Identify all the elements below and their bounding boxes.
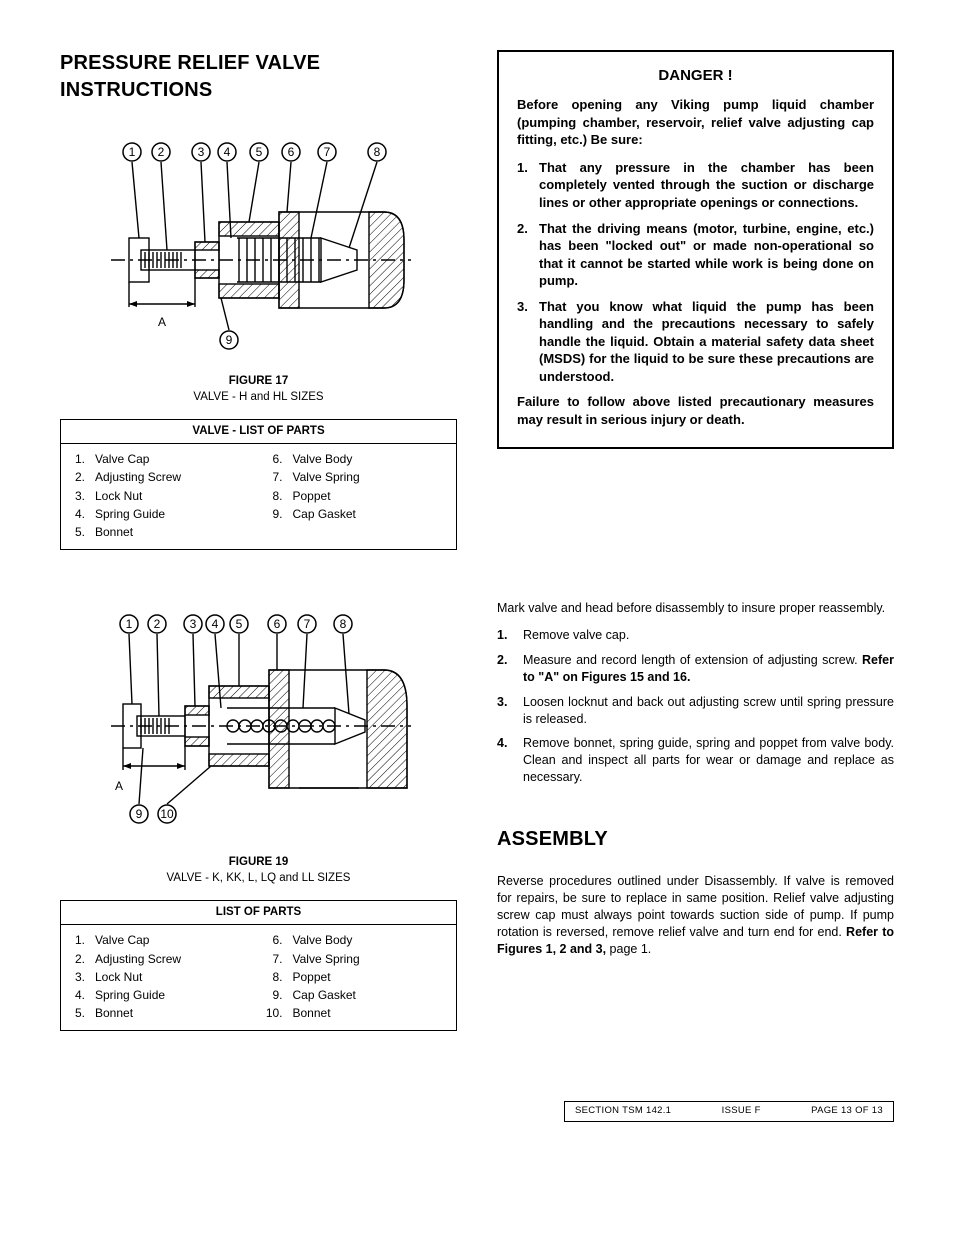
footer-issue: ISSUE F <box>722 1105 761 1118</box>
parts-table-17: VALVE - LIST OF PARTS 1.Valve Cap 2.Adju… <box>60 419 457 550</box>
svg-text:6: 6 <box>287 145 294 159</box>
svg-text:4: 4 <box>211 617 218 631</box>
danger-item: 2.That the driving means (motor, turbine… <box>517 220 874 290</box>
svg-text:2: 2 <box>153 617 160 631</box>
footer-page: PAGE 13 OF 13 <box>811 1105 883 1118</box>
danger-footer: Failure to follow above listed precautio… <box>517 393 874 428</box>
figure-19-label: FIGURE 19 <box>60 854 457 870</box>
svg-text:8: 8 <box>373 145 380 159</box>
svg-text:7: 7 <box>323 145 330 159</box>
figure-17-label: FIGURE 17 <box>60 373 457 389</box>
disassembly-intro: Mark valve and head before disassembly t… <box>497 600 894 617</box>
svg-text:4: 4 <box>223 145 230 159</box>
svg-text:3: 3 <box>189 617 196 631</box>
svg-text:10: 10 <box>160 807 174 821</box>
svg-text:3: 3 <box>197 145 204 159</box>
svg-text:1: 1 <box>125 617 132 631</box>
figure-17-caption: VALVE - H and HL SIZES <box>193 391 323 403</box>
svg-text:8: 8 <box>339 617 346 631</box>
figure-17-diagram: A 1 2 3 4 5 6 7 8 9 <box>99 132 419 352</box>
figure-19-diagram: A 1 2 3 4 5 6 7 8 9 10 <box>99 608 419 833</box>
svg-text:5: 5 <box>235 617 242 631</box>
danger-title: DANGER ! <box>517 66 874 86</box>
svg-text:1: 1 <box>128 145 135 159</box>
step-item: 2.Measure and record length of extension… <box>497 652 894 686</box>
danger-item: 1.That any pressure in the chamber has b… <box>517 159 874 212</box>
figure-19: A 1 2 3 4 5 6 7 8 9 10 <box>60 600 457 886</box>
svg-text:6: 6 <box>273 617 280 631</box>
disassembly-steps: 1.Remove valve cap. 2.Measure and record… <box>497 627 894 786</box>
parts-table-19: LIST OF PARTS 1.Valve Cap 2.Adjusting Sc… <box>60 900 457 1031</box>
page-footer: SECTION TSM 142.1 ISSUE F PAGE 13 OF 13 <box>564 1101 894 1122</box>
step-item: 4.Remove bonnet, spring guide, spring an… <box>497 735 894 786</box>
step-item: 3.Loosen locknut and back out adjusting … <box>497 694 894 728</box>
parts-19-title: LIST OF PARTS <box>61 901 456 926</box>
danger-intro: Before opening any Viking pump liquid ch… <box>517 96 874 149</box>
figure-19-caption: VALVE - K, KK, L, LQ and LL SIZES <box>167 872 351 884</box>
svg-text:A: A <box>114 779 122 793</box>
danger-panel: DANGER ! Before opening any Viking pump … <box>497 50 894 449</box>
figure-17: A 1 2 3 4 5 6 7 8 9 FIGURE 1 <box>60 124 457 405</box>
svg-text:9: 9 <box>225 333 232 347</box>
danger-item: 3.That you know what liquid the pump has… <box>517 298 874 386</box>
assembly-body: Reverse procedures outlined under Disass… <box>497 873 894 957</box>
svg-text:A: A <box>157 315 165 329</box>
svg-text:7: 7 <box>303 617 310 631</box>
svg-text:9: 9 <box>135 807 142 821</box>
parts-17-title: VALVE - LIST OF PARTS <box>61 420 456 445</box>
footer-section: SECTION TSM 142.1 <box>575 1105 671 1118</box>
assembly-title: ASSEMBLY <box>497 826 894 853</box>
svg-text:5: 5 <box>255 145 262 159</box>
step-item: 1.Remove valve cap. <box>497 627 894 644</box>
svg-text:2: 2 <box>157 145 164 159</box>
page-title: PRESSURE RELIEF VALVE INSTRUCTIONS <box>60 50 457 104</box>
